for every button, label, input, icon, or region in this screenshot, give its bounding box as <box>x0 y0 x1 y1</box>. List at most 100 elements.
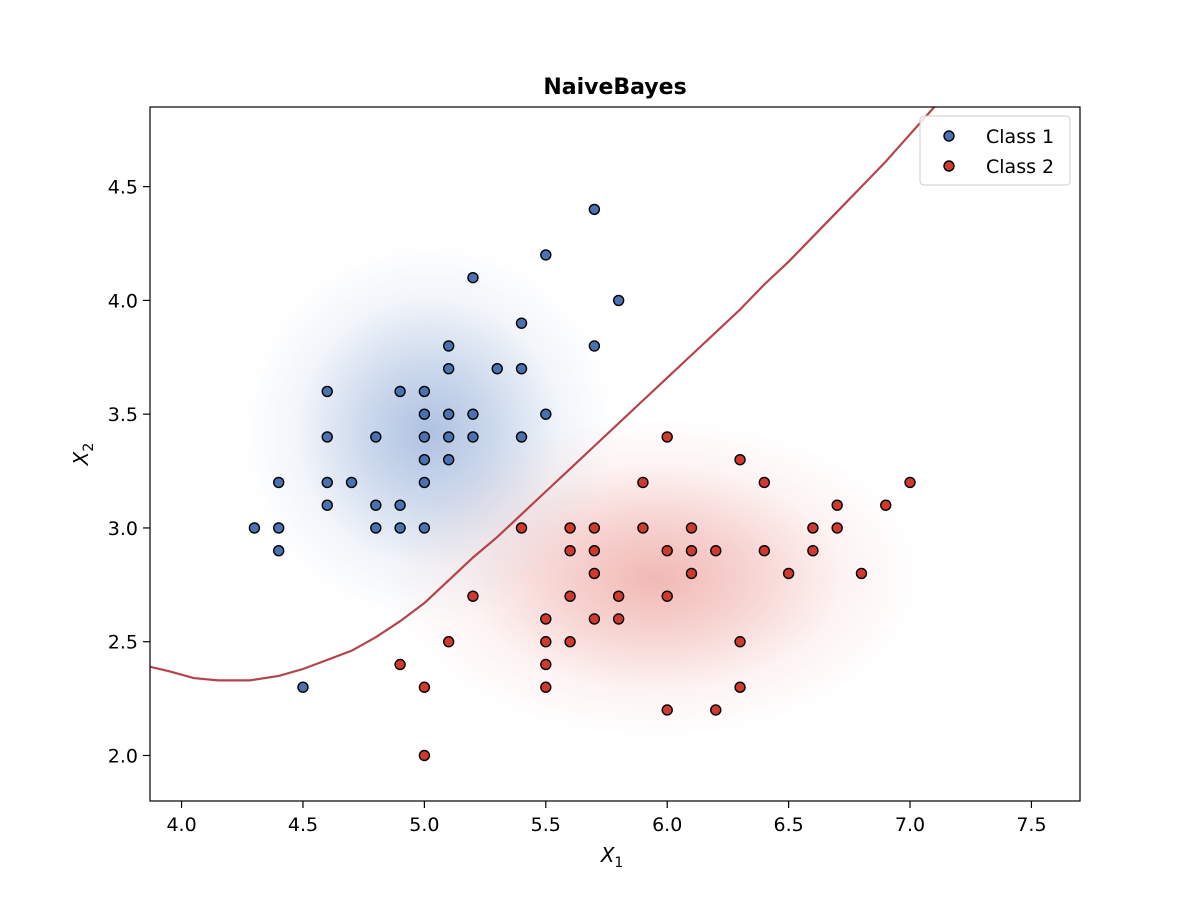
x-tick-label: 5.5 <box>531 814 561 836</box>
point-class-1 <box>515 431 528 443</box>
density-region-2 <box>387 417 923 739</box>
point-class-1 <box>467 271 479 284</box>
point-class-2 <box>904 476 916 489</box>
plot-area-frame <box>149 106 1081 802</box>
point-class-1 <box>467 431 479 443</box>
point-class-1 <box>515 362 528 375</box>
point-class-2 <box>564 545 576 557</box>
point-class-2 <box>418 681 431 693</box>
point-class-1 <box>588 340 601 352</box>
point-class-2 <box>685 545 698 557</box>
point-class-1 <box>370 499 382 511</box>
point-class-1 <box>345 476 358 489</box>
point-class-1 <box>418 522 431 534</box>
legend-label-class-2: Class 2 <box>986 156 1054 178</box>
point-class-2 <box>661 545 673 557</box>
point-class-2 <box>758 545 771 557</box>
point-class-2 <box>540 636 552 648</box>
y-tick-label: 2.0 <box>108 745 138 767</box>
point-class-1 <box>442 431 455 443</box>
point-class-2 <box>855 567 868 580</box>
point-class-1 <box>612 294 625 307</box>
point-class-2 <box>540 658 552 671</box>
x-axis-ticks: 4.0 4.5 5.0 5.5 6.0 6.5 7.0 7.5 <box>166 801 1047 836</box>
point-class-2 <box>637 476 649 489</box>
decision-boundary-layer <box>150 107 936 682</box>
y-axis-ticks: 2.0 2.5 3.0 3.5 4.0 4.5 <box>108 177 150 767</box>
y-tick-label: 3.0 <box>108 518 138 540</box>
point-class-1 <box>418 476 431 489</box>
point-class-1 <box>418 385 431 398</box>
point-class-2 <box>612 613 625 625</box>
legend-box <box>919 115 1071 186</box>
point-class-2 <box>734 636 746 648</box>
point-class-2 <box>467 590 479 602</box>
legend-label-class-1: Class 1 <box>986 126 1054 148</box>
point-class-2 <box>710 704 722 716</box>
decision-boundary-line <box>150 107 936 682</box>
point-class-1 <box>272 476 285 489</box>
point-class-2 <box>758 476 771 489</box>
point-class-1 <box>418 408 431 420</box>
point-class-2 <box>661 431 673 443</box>
point-class-2 <box>880 499 892 511</box>
point-class-2 <box>564 636 576 648</box>
x-tick-label: 6.0 <box>652 814 682 836</box>
point-class-2 <box>710 545 722 557</box>
point-class-2 <box>442 636 455 648</box>
point-class-2 <box>588 545 601 557</box>
point-class-1 <box>272 522 285 534</box>
point-class-1 <box>442 408 455 420</box>
points-layer <box>248 203 916 762</box>
point-class-2 <box>734 681 746 693</box>
point-class-2 <box>807 545 819 557</box>
point-class-1 <box>491 362 503 375</box>
point-class-2 <box>588 522 601 534</box>
point-class-2 <box>637 522 649 534</box>
point-class-1 <box>394 499 406 511</box>
point-class-2 <box>831 522 843 534</box>
point-class-1 <box>370 431 382 443</box>
point-class-2 <box>612 590 625 602</box>
point-class-1 <box>370 522 382 534</box>
point-class-1 <box>467 408 479 420</box>
point-class-2 <box>418 749 431 762</box>
x-tick-label: 7.0 <box>895 814 925 836</box>
point-class-2 <box>588 613 601 625</box>
point-class-2 <box>564 590 576 602</box>
y-tick-label: 4.0 <box>108 290 138 312</box>
point-class-2 <box>782 567 795 580</box>
point-class-1 <box>321 499 333 511</box>
point-class-1 <box>418 453 431 466</box>
point-class-1 <box>540 249 552 261</box>
chart-title: NaiveBayes <box>543 75 686 100</box>
point-class-2 <box>588 567 601 580</box>
point-class-1 <box>442 340 455 352</box>
point-class-1 <box>248 522 261 534</box>
legend: Class 1 Class 2 <box>919 115 1071 186</box>
point-class-1 <box>515 317 528 329</box>
y-axis-label: X2 <box>69 443 97 467</box>
point-class-1 <box>394 522 406 534</box>
point-class-1 <box>321 385 333 398</box>
point-class-1 <box>442 362 455 375</box>
x-tick-label: 6.5 <box>774 814 804 836</box>
point-class-2 <box>685 522 698 534</box>
point-class-2 <box>807 522 819 534</box>
point-class-1 <box>321 431 333 443</box>
y-tick-label: 3.5 <box>108 404 138 426</box>
x-tick-label: 7.5 <box>1016 814 1046 836</box>
point-class-2 <box>394 658 406 671</box>
legend-marker-class-2 <box>943 160 955 172</box>
y-tick-label: 4.5 <box>108 177 138 199</box>
point-class-2 <box>540 681 552 693</box>
point-class-1 <box>442 453 455 466</box>
point-class-1 <box>588 203 601 216</box>
point-class-2 <box>661 590 673 602</box>
point-class-1 <box>321 476 333 489</box>
legend-marker-class-1 <box>943 130 955 142</box>
point-class-2 <box>540 613 552 625</box>
point-class-2 <box>661 704 673 716</box>
point-class-2 <box>564 522 576 534</box>
